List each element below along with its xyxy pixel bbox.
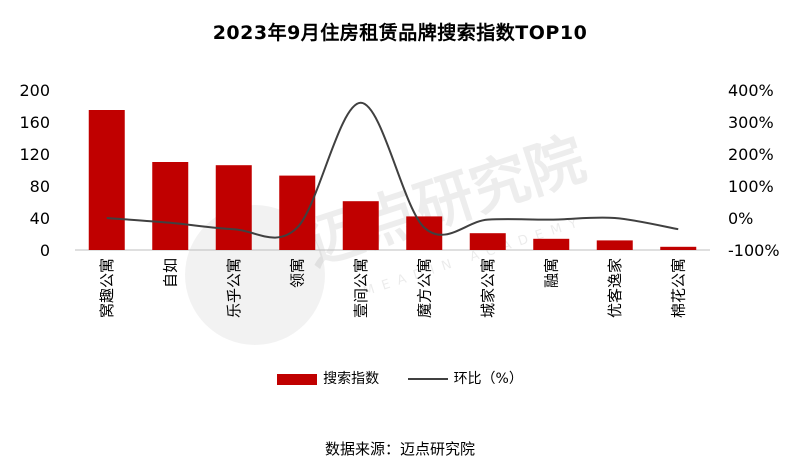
category-label: 壹间公寓 [352,258,370,318]
right-tick-label: 300% [728,113,774,132]
bar [533,238,570,250]
bar-series [88,110,697,250]
legend-bar-swatch [277,373,318,385]
bar [469,233,506,250]
bar [279,175,316,250]
bar [660,246,697,250]
right-tick-label: 0% [728,209,753,228]
category-label: 窝趣公寓 [98,258,116,318]
left-tick-label: 80 [30,177,50,196]
right-axis: -100% 0% 100% 200% 300% 400% [728,81,780,260]
category-label: 融寓 [542,258,560,288]
bar [215,165,252,250]
category-label: 领寓 [288,258,306,288]
bar [596,240,633,250]
left-axis: 0 40 80 120 160 200 [19,81,50,260]
chart-title: 2023年9月住房租赁品牌搜索指数TOP10 [212,22,588,44]
bar [88,110,125,250]
category-label: 优客逸家 [606,258,624,318]
left-tick-label: 160 [19,113,50,132]
trend-line [106,101,679,239]
category-label: 乐乎公寓 [225,258,243,318]
left-tick-label: 200 [19,81,50,100]
right-tick-label: 200% [728,145,774,164]
bar [152,162,189,250]
category-label: 魔方公寓 [415,258,433,318]
legend: 搜索指数 环比（%） [0,368,800,388]
right-tick-label: 400% [728,81,774,100]
category-label: 自如 [161,258,179,288]
legend-item-line: 环比（%） [407,368,523,388]
bar [342,201,379,250]
left-tick-label: 120 [19,145,50,164]
category-labels: 窝趣公寓 自如 乐乎公寓 领寓 壹间公寓 魔方公寓 城家公寓 融寓 优客逸家 棉花公寓 [98,258,688,318]
legend-line-swatch [407,378,448,380]
source-note: 数据来源：迈点研究院 [324,440,475,458]
legend-item-bar: 搜索指数 [277,368,379,388]
left-tick-label: 0 [40,241,50,260]
legend-bar-label: 搜索指数 [323,371,380,387]
right-tick-label: -100% [728,241,780,260]
legend-line-label: 环比（%） [453,371,523,387]
category-label: 棉花公寓 [669,258,687,318]
right-tick-label: 100% [728,177,774,196]
left-tick-label: 40 [30,209,50,228]
bar [406,216,443,250]
category-label: 城家公寓 [479,258,497,318]
